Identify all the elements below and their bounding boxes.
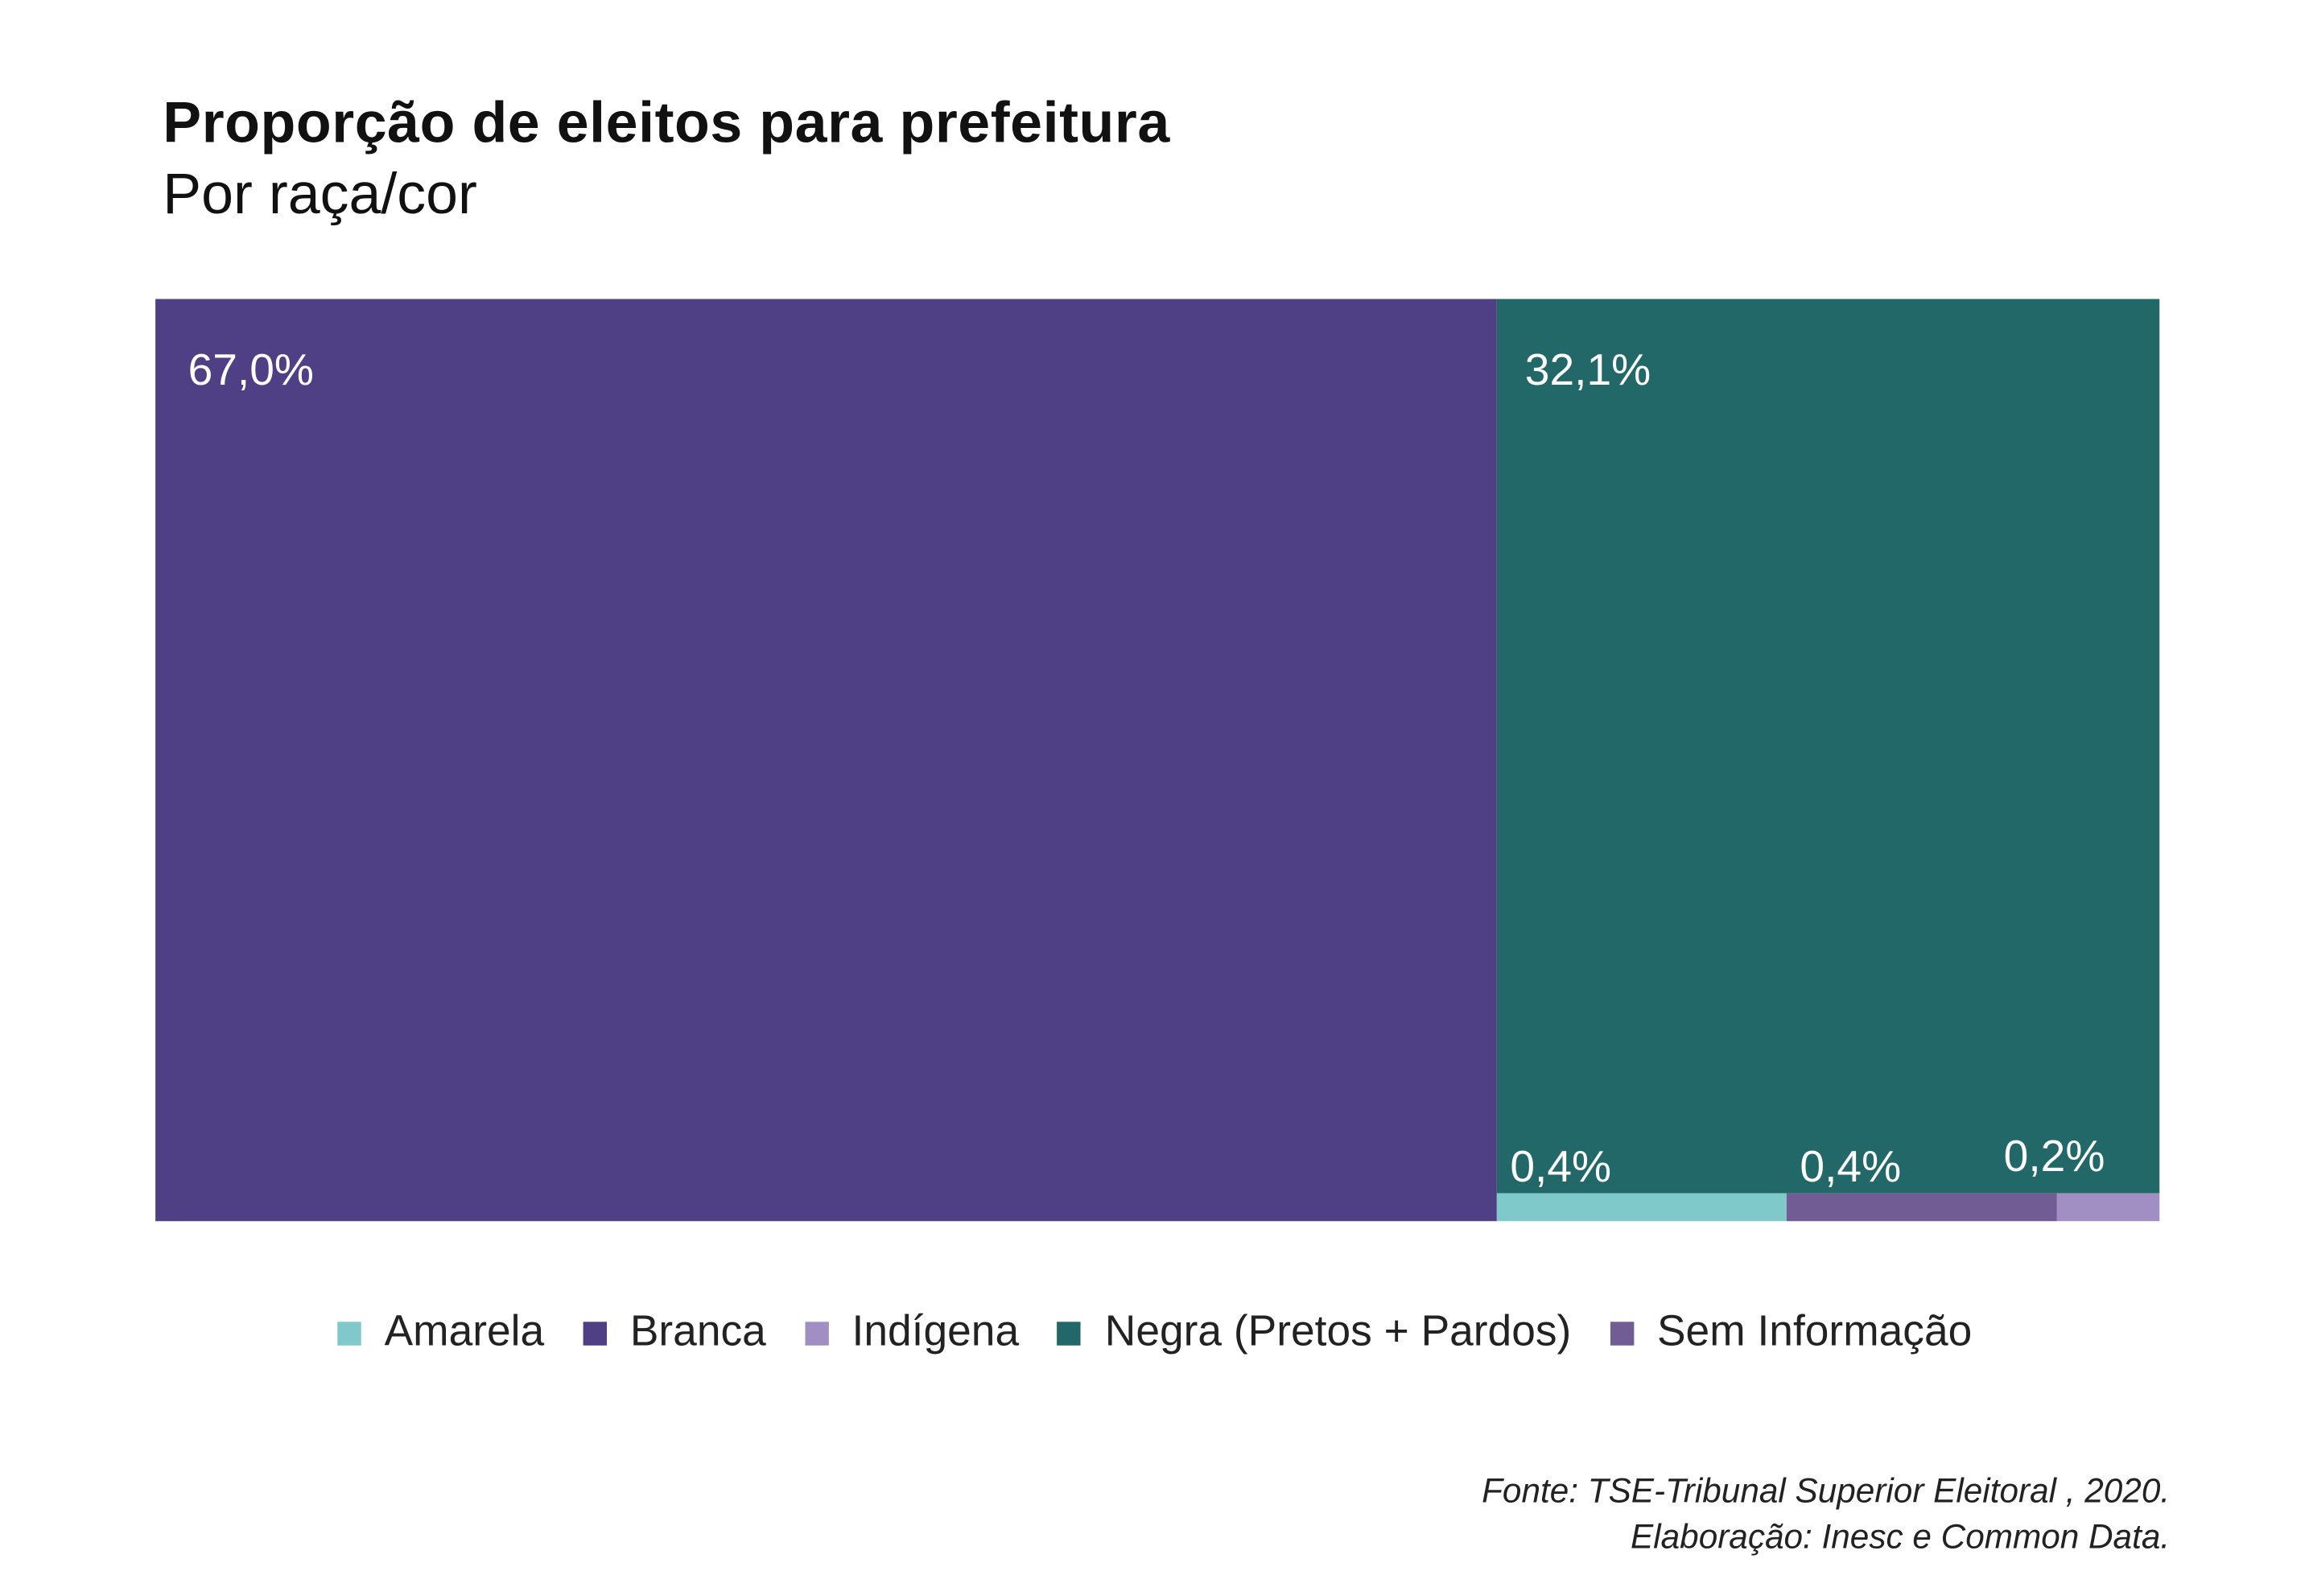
legend-swatch [1057,1321,1082,1345]
legend: Amarela Branca Indígena Negra (Pretos + Par… [0,1309,2309,1358]
source-line: Fonte: TSE-Tribunal Superior Eleitoral ,… [1482,1471,2171,1510]
legend-swatch [804,1321,829,1345]
legend-item: Indígena [804,1308,1020,1358]
legend-item: Sem Informação [1610,1309,1972,1358]
chart-subtitle: Por raça/cor [163,163,477,227]
credit-line: Elaboração: Inesc e Common Data. [1631,1517,2171,1556]
tile-sem-informa-o [1786,1193,2057,1222]
legend-label: Sem Informação [1656,1308,1973,1356]
tile-branca [155,299,1497,1222]
legend-item: Amarela [336,1308,545,1358]
legend-item: Negra (Pretos + Pardos) [1057,1308,1572,1358]
data-label: 67,0% [188,344,314,394]
source-note: Fonte: TSE-Tribunal Superior Eleitoral ,… [1482,1468,2170,1560]
data-label: 0,4% [1800,1141,1901,1191]
legend-swatch [1610,1321,1634,1345]
tile-amarela [1496,1193,1787,1222]
legend-label: Amarela [384,1308,545,1356]
legend-item: Branca [583,1309,766,1358]
legend-label: Negra (Pretos + Pardos) [1104,1308,1572,1356]
legend-label: Branca [629,1308,766,1356]
tile-negra-pretos-pardos- [1496,299,2160,1194]
data-label: 0,2% [2004,1131,2105,1181]
legend-swatch [336,1321,361,1345]
legend-label: Indígena [851,1308,1020,1356]
data-label: 32,1% [1525,344,1651,394]
data-label: 0,4% [1510,1141,1611,1191]
legend-swatch [583,1321,607,1345]
tile-ind-gena [2056,1193,2160,1222]
chart-title: Proporção de eleitos para prefeitura [163,92,1170,156]
